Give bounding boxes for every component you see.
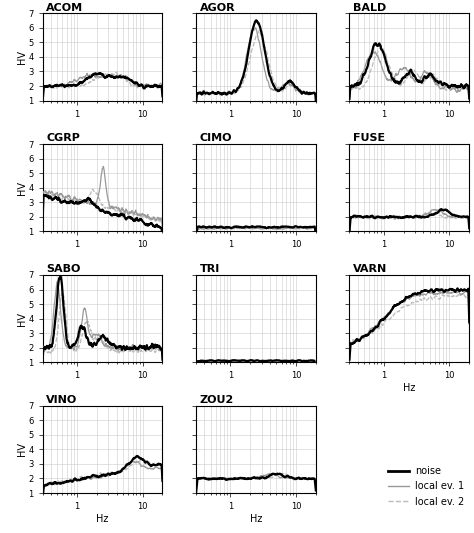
Text: TRI: TRI <box>200 264 220 274</box>
Y-axis label: HV: HV <box>17 312 27 326</box>
Text: FUSE: FUSE <box>353 133 385 143</box>
Text: BALD: BALD <box>353 3 386 13</box>
X-axis label: Hz: Hz <box>96 514 109 524</box>
Y-axis label: HV: HV <box>17 50 27 64</box>
Text: ZOU2: ZOU2 <box>200 395 234 405</box>
Text: ACOM: ACOM <box>46 3 83 13</box>
Legend: noise, local ev. 1, local ev. 2: noise, local ev. 1, local ev. 2 <box>388 466 465 507</box>
X-axis label: Hz: Hz <box>250 514 262 524</box>
Text: VARN: VARN <box>353 264 387 274</box>
Y-axis label: HV: HV <box>17 181 27 195</box>
X-axis label: Hz: Hz <box>403 383 416 393</box>
Text: CIMO: CIMO <box>200 133 232 143</box>
Text: VINO: VINO <box>46 395 78 405</box>
Text: SABO: SABO <box>46 264 81 274</box>
Text: CGRP: CGRP <box>46 133 80 143</box>
Text: AGOR: AGOR <box>200 3 235 13</box>
Y-axis label: HV: HV <box>17 442 27 456</box>
